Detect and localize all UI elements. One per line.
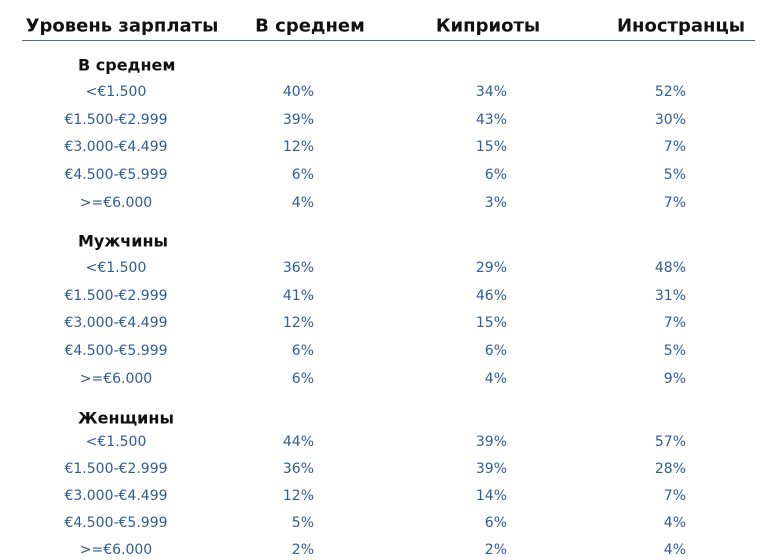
cell-value: 46% [475, 287, 507, 304]
cell-value: 36% [282, 260, 314, 276]
cell-value: 28% [654, 461, 686, 477]
cell-value: 4% [663, 542, 686, 558]
cell-value: 5% [663, 167, 686, 184]
column-header: Уровень зарплаты [25, 15, 219, 37]
cell-value: 14% [475, 488, 507, 504]
cell-value: 7% [663, 488, 686, 504]
column-header: Киприоты [435, 15, 541, 37]
group-title: Мужчины [78, 231, 168, 251]
row-label: >=€6.000 [79, 370, 153, 387]
cell-value: 43% [475, 111, 507, 128]
cell-value: 44% [282, 434, 314, 450]
column-header: Иностранцы [616, 15, 746, 37]
row-label: €1.500-€2.999 [64, 287, 168, 304]
row-label: €3.000-€4.499 [64, 488, 168, 504]
row-label: €3.000-€4.499 [64, 315, 168, 332]
cell-value: 39% [282, 111, 314, 128]
cell-value: 4% [663, 515, 686, 531]
cell-value: 6% [291, 167, 314, 184]
cell-value: 41% [282, 287, 314, 304]
cell-value: 9% [663, 370, 686, 387]
row-label: €4.500-€5.999 [64, 515, 168, 531]
cell-value: 12% [282, 139, 314, 156]
cell-value: 39% [475, 461, 507, 477]
cell-value: 6% [291, 370, 314, 387]
cell-value: 6% [291, 343, 314, 360]
cell-value: 15% [475, 139, 507, 156]
cell-value: 4% [484, 370, 507, 387]
cell-value: 31% [654, 287, 686, 304]
cell-value: 57% [654, 434, 686, 450]
cell-value: 7% [663, 194, 686, 211]
group-title: В среднем [78, 55, 176, 75]
row-label: €3.000-€4.499 [64, 139, 168, 156]
row-label: <€1.500 [85, 260, 147, 276]
cell-value: 29% [475, 260, 507, 276]
cell-value: 2% [291, 542, 314, 558]
cell-value: 30% [654, 111, 686, 128]
row-label: <€1.500 [85, 84, 147, 100]
cell-value: 12% [282, 488, 314, 504]
cell-value: 39% [475, 434, 507, 450]
row-label: >=€6.000 [79, 194, 153, 211]
row-label: €4.500-€5.999 [64, 167, 168, 184]
cell-value: 40% [282, 84, 314, 100]
cell-value: 3% [484, 194, 507, 211]
row-label: <€1.500 [85, 434, 147, 450]
cell-value: 5% [663, 343, 686, 360]
cell-value: 12% [282, 315, 314, 332]
cell-value: 2% [484, 542, 507, 558]
cell-value: 36% [282, 461, 314, 477]
row-label: €1.500-€2.999 [64, 111, 168, 128]
row-label: €4.500-€5.999 [64, 343, 168, 360]
cell-value: 34% [475, 84, 507, 100]
cell-value: 5% [291, 515, 314, 531]
cell-value: 6% [484, 167, 507, 184]
cell-value: 52% [654, 84, 686, 100]
column-header: В среднем [255, 15, 365, 37]
header-rule [22, 40, 755, 41]
cell-value: 7% [663, 139, 686, 156]
cell-value: 7% [663, 315, 686, 332]
cell-value: 4% [291, 194, 314, 211]
cell-value: 15% [475, 315, 507, 332]
row-label: €1.500-€2.999 [64, 461, 168, 477]
row-label: >=€6.000 [79, 542, 153, 558]
cell-value: 6% [484, 343, 507, 360]
cell-value: 6% [484, 515, 507, 531]
cell-value: 48% [654, 260, 686, 276]
group-title: Женщины [78, 408, 174, 428]
